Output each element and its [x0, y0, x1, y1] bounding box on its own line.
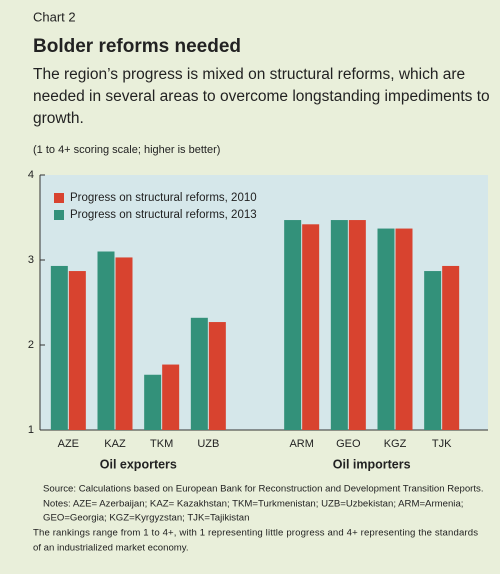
y-tick-label: 1: [28, 424, 34, 436]
legend-label: Progress on structural reforms, 2013: [70, 209, 257, 221]
note-line: of an industrialized market economy.: [33, 543, 189, 554]
y-tick-label: 3: [28, 254, 34, 266]
chart-kicker: Chart 2: [33, 9, 76, 24]
bar: [377, 228, 395, 430]
x-tick-label: GEO: [336, 438, 361, 450]
bar: [208, 322, 226, 430]
bar: [115, 257, 133, 430]
unit-note: (1 to 4+ scoring scale; higher is better…: [33, 144, 220, 156]
chart-title: Bolder reforms needed: [33, 36, 241, 57]
bar: [97, 251, 115, 430]
bar: [284, 220, 302, 430]
subtitle-line: The region’s progress is mixed on struct…: [33, 66, 465, 83]
y-tick-label: 4: [28, 169, 34, 181]
x-tick-label: KAZ: [104, 438, 126, 450]
note-line: GEO=Georgia; KGZ=Kyrgyzstan; TJK=Tajikis…: [43, 513, 249, 524]
x-tick-label: AZE: [58, 438, 79, 450]
bar: [162, 364, 180, 430]
y-tick-label: 2: [28, 339, 34, 351]
group-label: Oil exporters: [100, 457, 177, 471]
bar: [395, 228, 413, 430]
bar: [330, 220, 348, 430]
x-tick-label: UZB: [197, 438, 219, 450]
legend-swatch: [54, 210, 64, 220]
plot-area: [40, 175, 488, 430]
subtitle-line: growth.: [33, 110, 84, 127]
x-tick-label: TKM: [150, 438, 173, 450]
bar: [50, 265, 68, 430]
bar: [424, 271, 442, 430]
bar: [302, 224, 320, 430]
note-line: Source: Calculations based on European B…: [43, 484, 484, 495]
bar: [144, 374, 162, 430]
x-tick-label: TJK: [432, 438, 452, 450]
bar: [348, 220, 366, 430]
bar: [442, 265, 460, 430]
bar: [68, 271, 86, 430]
note-line: Notes: AZE= Azerbaijan; KAZ= Kazakhstan;…: [43, 499, 463, 510]
bar: [190, 317, 208, 430]
x-tick-label: ARM: [289, 438, 313, 450]
subtitle-line: needed in several areas to overcome long…: [33, 88, 490, 105]
legend-label: Progress on structural reforms, 2010: [70, 192, 257, 204]
x-tick-label: KGZ: [384, 438, 407, 450]
note-line: The rankings range from 1 to 4+, with 1 …: [33, 528, 478, 539]
group-label: Oil importers: [333, 457, 411, 471]
legend-swatch: [54, 193, 64, 203]
